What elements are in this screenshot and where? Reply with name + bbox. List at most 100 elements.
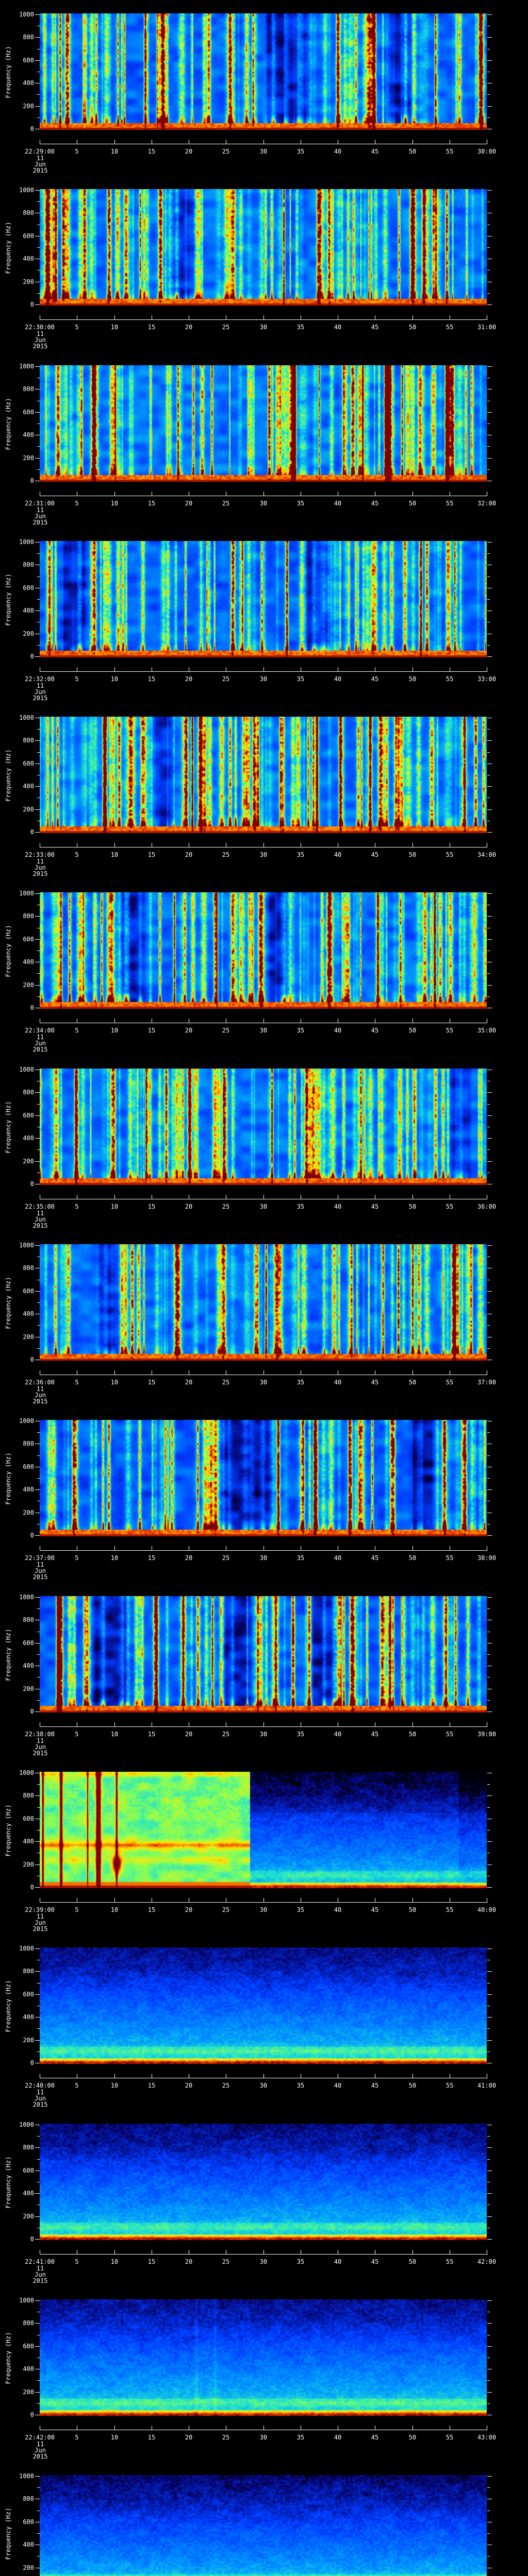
spectrogram-image bbox=[40, 1772, 487, 1888]
spectrogram-image bbox=[40, 2299, 487, 2416]
frequency-tick-label: 200 bbox=[23, 1861, 34, 1868]
frequency-tick bbox=[35, 1971, 40, 1972]
date-label-line: 2015 bbox=[32, 1925, 48, 1933]
time-tick-label: 40 bbox=[334, 1906, 342, 1913]
time-tick-label: 20 bbox=[185, 1554, 193, 1562]
start-time-label: 22:40:00 bbox=[25, 2082, 55, 2089]
time-axis-tick bbox=[412, 2426, 413, 2430]
frequency-tick bbox=[35, 60, 40, 61]
frequency-tick bbox=[487, 2323, 492, 2324]
date-label-line: 11 bbox=[36, 1561, 44, 1568]
frequency-tick bbox=[487, 2147, 492, 2148]
date-label-line: 2015 bbox=[32, 519, 48, 526]
frequency-minor-tick bbox=[37, 599, 40, 600]
time-axis-tick bbox=[114, 1370, 115, 1375]
date-label-line: 11 bbox=[36, 1737, 44, 1744]
frequency-tick bbox=[487, 2239, 492, 2240]
date-label-line: Jun bbox=[35, 1743, 46, 1751]
frequency-minor-tick bbox=[37, 729, 40, 730]
frequency-tick-label: 0 bbox=[30, 1356, 34, 1363]
date-label-line: Jun bbox=[35, 688, 46, 696]
end-time-label: 30:00 bbox=[477, 148, 497, 155]
start-time-label: 22:35:00 bbox=[25, 1203, 55, 1210]
frequency-minor-tick bbox=[37, 117, 40, 118]
frequency-minor-tick bbox=[37, 1325, 40, 1326]
time-axis-tick bbox=[114, 1722, 115, 1726]
start-time-label: 22:36:00 bbox=[25, 1379, 55, 1386]
end-time-label: 42:00 bbox=[477, 2258, 497, 2265]
frequency-minor-tick bbox=[487, 2487, 490, 2488]
frequency-tick-label: 200 bbox=[23, 2388, 34, 2396]
end-time-label: 33:00 bbox=[477, 675, 497, 683]
frequency-tick bbox=[35, 304, 40, 305]
time-tick-label: 45 bbox=[371, 1379, 379, 1386]
time-tick-label: 35 bbox=[296, 2258, 305, 2265]
time-tick-label: 35 bbox=[296, 675, 305, 683]
frequency-minor-tick bbox=[37, 1807, 40, 1808]
frequency-tick bbox=[35, 656, 40, 657]
frequency-minor-tick bbox=[487, 2159, 490, 2160]
time-tick-label: 45 bbox=[371, 324, 379, 331]
frequency-minor-tick bbox=[37, 2403, 40, 2404]
date-label-line: 11 bbox=[36, 506, 44, 514]
time-tick-label: 40 bbox=[334, 324, 342, 331]
time-axis-tick bbox=[114, 667, 115, 671]
time-axis-tick bbox=[114, 315, 115, 319]
date-label-line: 2015 bbox=[32, 694, 48, 702]
frequency-tick bbox=[487, 832, 492, 833]
time-tick-label: 45 bbox=[371, 675, 379, 683]
frequency-tick bbox=[487, 412, 492, 413]
time-axis-tick bbox=[412, 1370, 413, 1375]
time-tick-label: 55 bbox=[446, 2258, 454, 2265]
frequency-tick bbox=[35, 2017, 40, 2018]
time-tick-label: 5 bbox=[75, 1731, 79, 1738]
frequency-minor-tick bbox=[487, 469, 490, 470]
time-tick-label: 5 bbox=[75, 2082, 79, 2089]
spectrogram-panel: Frequency (Hz) 0 200 400 600 800 1000 22:34:00 5… bbox=[0, 879, 528, 1055]
time-tick-label: 30 bbox=[259, 1906, 268, 1913]
frequency-tick-label: 200 bbox=[23, 278, 34, 285]
time-tick-label: 10 bbox=[110, 500, 119, 507]
frequency-tick bbox=[35, 2346, 40, 2347]
date-label-line: 2015 bbox=[32, 343, 48, 350]
frequency-tick bbox=[35, 1535, 40, 1536]
frequency-tick bbox=[487, 1841, 492, 1842]
frequency-tick-label: 800 bbox=[23, 1440, 34, 1447]
time-axis-tick bbox=[412, 315, 413, 319]
time-tick-label: 5 bbox=[75, 851, 79, 858]
frequency-tick-label: 1000 bbox=[19, 363, 34, 370]
frequency-tick bbox=[35, 1948, 40, 1949]
frequency-tick-label: 400 bbox=[23, 2541, 34, 2548]
frequency-minor-tick bbox=[487, 1700, 490, 1701]
time-tick-label: 15 bbox=[147, 1906, 156, 1913]
date-label-line: 11 bbox=[36, 858, 44, 865]
time-tick-label: 40 bbox=[334, 2258, 342, 2265]
frequency-tick bbox=[35, 1092, 40, 1093]
date-label-line: 2015 bbox=[32, 1046, 48, 1053]
date-label-line: Jun bbox=[35, 2271, 46, 2278]
start-time-label: 22:32:00 bbox=[25, 675, 55, 683]
frequency-tick bbox=[487, 1711, 492, 1712]
time-tick-label: 55 bbox=[446, 148, 454, 155]
frequency-tick bbox=[487, 2346, 492, 2347]
time-tick-label: 45 bbox=[371, 2082, 379, 2089]
time-axis bbox=[40, 2254, 487, 2255]
frequency-minor-tick bbox=[37, 1830, 40, 1831]
frequency-tick-label: 200 bbox=[23, 1158, 34, 1165]
frequency-minor-tick bbox=[37, 423, 40, 424]
time-tick-label: 30 bbox=[259, 2082, 268, 2089]
spectrogram-panel: Frequency (Hz)0200400600800100022:43:005… bbox=[0, 2462, 528, 2576]
frequency-tick bbox=[487, 2392, 492, 2393]
time-tick-label: 35 bbox=[296, 1379, 305, 1386]
time-tick-label: 30 bbox=[259, 148, 268, 155]
frequency-axis-label: Frequency (Hz) bbox=[5, 2507, 12, 2560]
time-tick-label: 15 bbox=[147, 148, 156, 155]
frequency-axis-label: Frequency (Hz) bbox=[5, 1452, 12, 1505]
spectrogram-panel: Frequency (Hz) 0 200 400 600 800 1000 22:39:00 5… bbox=[0, 1758, 528, 1934]
end-time-label: 43:00 bbox=[477, 2434, 497, 2441]
frequency-minor-tick bbox=[487, 1784, 490, 1785]
frequency-tick-label: 0 bbox=[30, 1532, 34, 1539]
time-tick-label: 30 bbox=[259, 1027, 268, 1034]
spectrogram-image bbox=[40, 1069, 487, 1185]
